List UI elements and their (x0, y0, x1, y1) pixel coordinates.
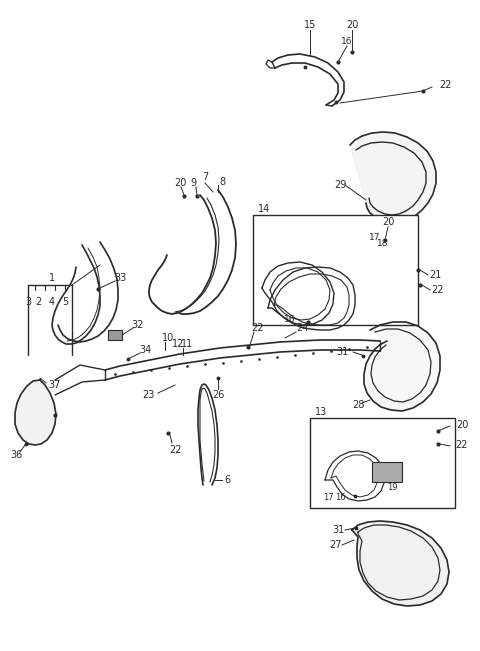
Text: 31: 31 (336, 347, 348, 357)
Text: 16: 16 (341, 38, 353, 46)
Text: 8: 8 (219, 177, 225, 187)
Bar (372, 462, 402, 482)
Text: 21: 21 (429, 270, 441, 280)
Text: 37: 37 (48, 380, 60, 390)
Text: 16: 16 (335, 493, 345, 503)
Text: 1: 1 (49, 273, 55, 283)
Text: 17: 17 (369, 232, 381, 242)
Text: 22: 22 (252, 323, 264, 333)
Text: 4: 4 (49, 297, 55, 307)
Text: 11: 11 (181, 339, 193, 349)
Text: 23: 23 (142, 390, 154, 400)
Text: 6: 6 (224, 475, 230, 485)
Polygon shape (15, 380, 56, 445)
Text: 20: 20 (174, 178, 186, 188)
Polygon shape (350, 132, 436, 222)
Polygon shape (364, 322, 440, 411)
Text: 36: 36 (10, 450, 22, 460)
Text: 20: 20 (456, 420, 468, 430)
Text: 5: 5 (62, 297, 68, 307)
Text: 22: 22 (169, 445, 181, 455)
Bar (310, 418, 455, 508)
Text: 10: 10 (162, 333, 174, 343)
Text: 2: 2 (35, 297, 41, 307)
Text: 17: 17 (323, 493, 333, 503)
Text: 32: 32 (132, 320, 144, 330)
Text: 22: 22 (439, 80, 451, 90)
Text: 16: 16 (284, 316, 296, 324)
Text: 27: 27 (329, 540, 341, 550)
Text: 7: 7 (202, 172, 208, 182)
Bar (253, 215, 418, 325)
Polygon shape (352, 521, 449, 606)
Text: 22: 22 (431, 285, 443, 295)
Text: 31: 31 (332, 525, 344, 535)
Text: 34: 34 (139, 345, 151, 355)
Text: 29: 29 (334, 180, 346, 190)
Text: 15: 15 (304, 20, 316, 30)
Text: 18: 18 (377, 238, 389, 247)
Text: 22: 22 (456, 440, 468, 450)
Text: 26: 26 (212, 390, 224, 400)
Text: 28: 28 (352, 400, 364, 410)
Text: 24: 24 (296, 323, 308, 333)
Text: 12: 12 (172, 339, 184, 349)
Text: 13: 13 (315, 407, 327, 417)
Text: 14: 14 (258, 204, 270, 214)
Text: 20: 20 (382, 217, 394, 227)
Text: 9: 9 (190, 178, 196, 188)
Text: 3: 3 (25, 297, 31, 307)
Text: 20: 20 (346, 20, 358, 30)
Bar (108, 330, 122, 340)
Text: 33: 33 (114, 273, 126, 283)
Text: 19: 19 (387, 484, 397, 493)
